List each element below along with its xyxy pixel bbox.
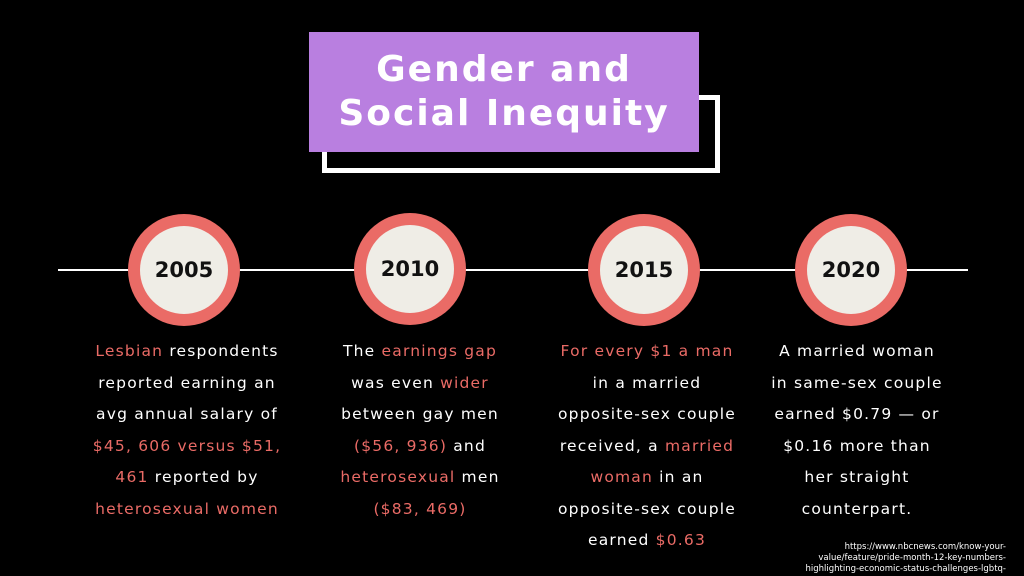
description-line: her straight [752, 462, 962, 494]
description-line: $45, 606 versus $51, [82, 431, 292, 463]
description-line: heterosexual men [315, 462, 525, 494]
body-text: her straight [804, 468, 910, 486]
body-text: reported by [148, 468, 259, 486]
description-line: 461 reported by [82, 462, 292, 494]
description-line: A married woman [752, 336, 962, 368]
body-text: reported earning an [98, 373, 276, 392]
timeline-node-inner: 2005 [140, 226, 228, 314]
highlight-text: 461 [115, 468, 149, 486]
highlight-text: Lesbian [95, 342, 164, 360]
body-text: opposite-sex couple [558, 499, 736, 518]
highlight-text: woman [590, 468, 654, 486]
body-text: in a married [592, 373, 702, 392]
timeline-line [58, 269, 968, 271]
body-text: The [342, 342, 382, 360]
body-text: in same-sex couple [771, 373, 943, 392]
timeline-text-2010: The earnings gap was even wider between ga… [315, 336, 525, 525]
description-line: woman in an [542, 462, 752, 494]
page-title: Gender and Social Inequity [338, 48, 669, 136]
description-line: ($56, 936) and [315, 431, 525, 463]
body-text: in an [653, 468, 704, 486]
source-line-1: https://www.nbcnews.com/know-your- [844, 542, 1006, 552]
body-text: and [447, 436, 486, 455]
description-line: between gay men [315, 399, 525, 431]
description-line: ($83, 469) [315, 494, 525, 526]
description-line: was even wider [315, 368, 525, 400]
highlight-text: $45, 606 versus $51, [92, 436, 282, 455]
body-text: avg annual salary of [96, 405, 278, 423]
timeline-text-2015: For every $1 a man in a married opposite-s… [542, 336, 752, 557]
body-text: respondents [163, 342, 279, 360]
highlight-text: earnings gap [381, 342, 498, 360]
description-line: earned $0.63 [542, 525, 752, 557]
description-line: in same-sex couple [752, 368, 962, 400]
description-line: counterpart. [752, 494, 962, 526]
timeline-node-2005: 2005 [128, 214, 240, 326]
description-line: avg annual salary of [82, 399, 292, 431]
title-line-2: Social Inequity [338, 93, 670, 134]
highlight-text: For every $1 a man [560, 342, 734, 360]
highlight-text: heterosexual women [95, 499, 279, 518]
timeline-text-2020: A married woman in same-sex couple earned … [752, 336, 962, 525]
body-text: earned $0.79 — or [774, 405, 940, 423]
timeline-year: 2020 [821, 258, 881, 282]
description-line: earned $0.79 — or [752, 399, 962, 431]
description-line: opposite-sex couple [542, 494, 752, 526]
description-line: in a married [542, 368, 752, 400]
timeline-node-2010: 2010 [354, 213, 466, 325]
highlight-text: married [665, 436, 735, 455]
timeline-text-2005: Lesbian respondents reported earning an av… [82, 336, 292, 525]
highlight-text: heterosexual [340, 468, 456, 486]
description-line: The earnings gap [315, 336, 525, 368]
source-line-2: value/feature/pride-month-12-key-numbers… [818, 553, 1006, 563]
description-line: $0.16 more than [752, 431, 962, 463]
description-line: opposite-sex couple [542, 399, 752, 431]
description-line: For every $1 a man [542, 336, 752, 368]
description-line: received, a married [542, 431, 752, 463]
title-box: Gender and Social Inequity [309, 32, 699, 152]
timeline-year: 2005 [154, 258, 214, 282]
timeline-node-inner: 2015 [600, 226, 688, 314]
timeline-year: 2015 [614, 258, 674, 282]
title-line-1: Gender and [376, 49, 632, 90]
body-text: men [455, 468, 500, 486]
timeline-node-2015: 2015 [588, 214, 700, 326]
source-citation: https://www.nbcnews.com/know-your- value… [756, 542, 1006, 575]
highlight-text: ($56, 936) [353, 436, 448, 455]
body-text: was even [351, 373, 441, 392]
timeline-year: 2010 [380, 257, 440, 281]
body-text: between gay men [341, 405, 499, 423]
highlight-text: $0.63 [655, 531, 707, 549]
body-text: opposite-sex couple [558, 405, 736, 423]
source-line-3: highlighting-economic-status-challenges-… [805, 564, 1006, 574]
highlight-text: ($83, 469) [373, 499, 467, 518]
body-text: A married woman [779, 342, 935, 360]
timeline-node-inner: 2010 [366, 225, 454, 313]
body-text: counterpart. [801, 499, 913, 518]
description-line: Lesbian respondents [82, 336, 292, 368]
description-line: reported earning an [82, 368, 292, 400]
description-line: heterosexual women [82, 494, 292, 526]
body-text: earned [587, 531, 656, 549]
highlight-text: wider [440, 373, 489, 392]
body-text: $0.16 more than [783, 436, 931, 455]
body-text: received, a [559, 436, 665, 455]
timeline-node-inner: 2020 [807, 226, 895, 314]
timeline-node-2020: 2020 [795, 214, 907, 326]
